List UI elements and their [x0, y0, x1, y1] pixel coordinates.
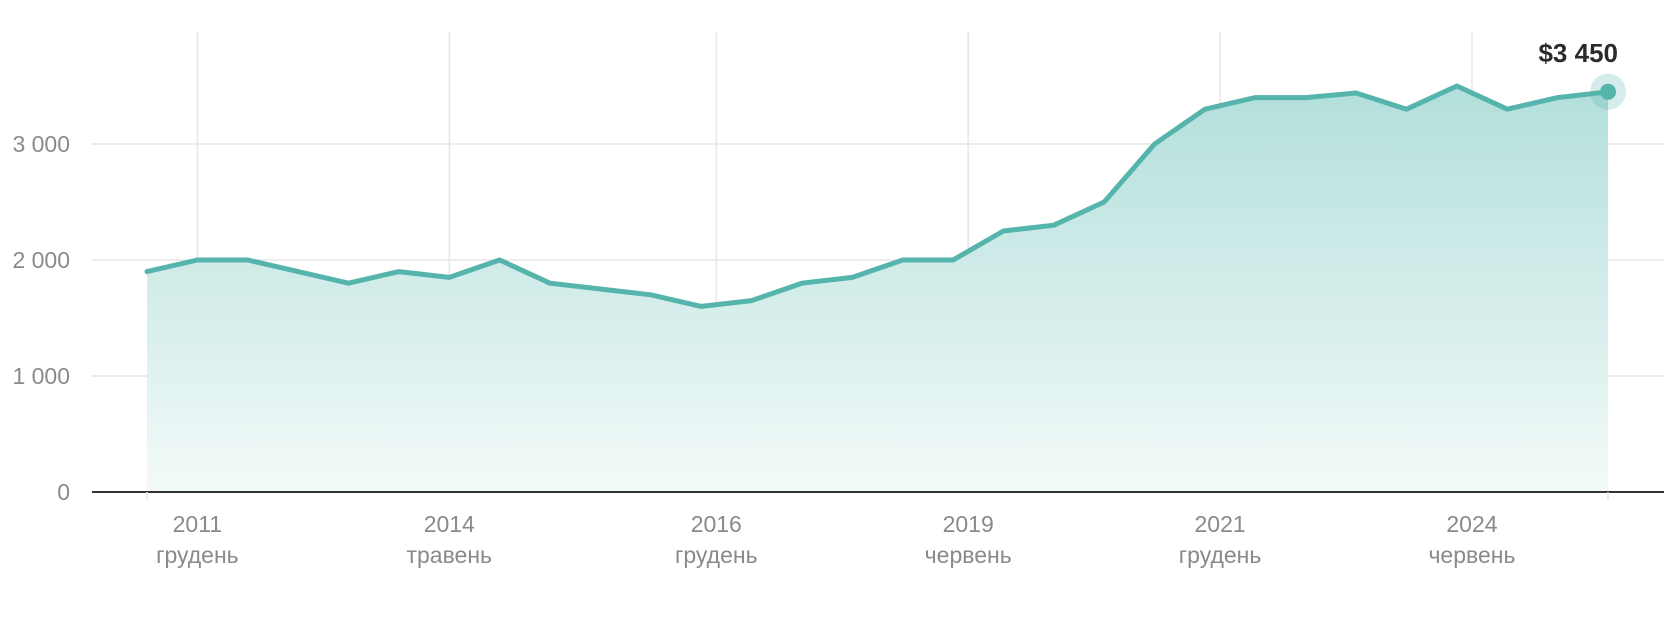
x-tick-month: червень: [925, 542, 1012, 568]
x-tick-month: травень: [406, 542, 492, 568]
x-tick-month: грудень: [1179, 542, 1262, 568]
x-tick-year: 2024: [1446, 511, 1497, 537]
x-tick-month: грудень: [156, 542, 239, 568]
y-tick-label: 3 000: [12, 131, 70, 157]
y-tick-label: 0: [57, 479, 70, 505]
x-tick-year: 2016: [691, 511, 742, 537]
area-fill: [147, 86, 1608, 492]
x-tick-year: 2011: [173, 511, 222, 537]
last-value-label: $3 450: [1538, 38, 1618, 68]
x-tick-year: 2019: [943, 511, 994, 537]
labels: 0 1 000 2 000 3 000 2011 грудень 2014 травень 20…: [12, 38, 1626, 568]
x-tick-month: червень: [1428, 542, 1515, 568]
series-line: [144, 83, 1611, 309]
last-point-marker: [1600, 83, 1616, 100]
x-tick-year: 2014: [424, 511, 475, 537]
y-tick-label: 1 000: [12, 363, 70, 389]
axes: [92, 491, 1664, 500]
x-tick-year: 2021: [1194, 511, 1245, 537]
y-tick-label: 2 000: [12, 247, 70, 273]
area-layer: [144, 83, 1611, 492]
x-tick-month: грудень: [675, 542, 758, 568]
